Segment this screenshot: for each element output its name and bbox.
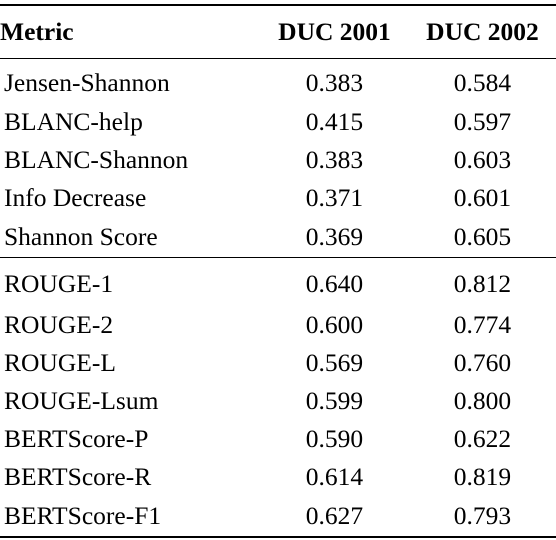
duc-2002-value: 0.584 [453,68,512,97]
metric-cell: Info Decrease [4,183,147,212]
table-row: BERTScore-P 0.590 0.622 [0,420,556,458]
metric-cell: Shannon Score [0,217,260,258]
metric-cell: BLANC-Shannon [4,145,189,174]
duc-2001-value: 0.599 [305,386,364,415]
duc-2002-value: 0.605 [408,217,556,258]
duc-2002-value: 0.622 [453,424,512,453]
table-row: Jensen-Shannon 0.383 0.584 [0,59,556,104]
header-duc-2002: DUC 2002 [408,4,556,59]
table-group-reference-metrics: ROUGE-1 0.640 0.812 ROUGE-2 0.600 0.774 ROUGE-… [0,258,556,538]
table-row: ROUGE-2 0.600 0.774 [0,306,556,344]
duc-2001-value: 0.569 [305,348,364,377]
table-row: ROUGE-Lsum 0.599 0.800 [0,382,556,420]
table-group-information-metrics: Jensen-Shannon 0.383 0.584 BLANC-help 0.415 0… [0,59,556,258]
metric-cell: ROUGE-Lsum [4,386,159,415]
metric-cell: ROUGE-L [4,348,116,377]
table-row: BLANC-Shannon 0.383 0.603 [0,141,556,179]
table-row: Info Decrease 0.371 0.601 [0,179,556,217]
duc-2002-value: 0.774 [453,310,512,339]
duc-2002-value: 0.603 [453,145,512,174]
table-row: BERTScore-F1 0.627 0.793 [0,496,556,538]
duc-2001-value: 0.383 [305,68,364,97]
header-row: Metric DUC 2001 DUC 2002 [0,4,556,59]
table-row: Shannon Score 0.369 0.605 [0,217,556,258]
header-duc-2001: DUC 2001 [259,4,409,59]
duc-2002-value: 0.793 [408,496,556,538]
duc-2001-value: 0.627 [259,496,409,538]
metric-cell: Jensen-Shannon [4,68,170,97]
metric-cell: ROUGE-2 [4,310,114,339]
duc-2002-value: 0.812 [453,269,512,298]
duc-2002-value: 0.760 [453,348,512,377]
table-header: Metric DUC 2001 DUC 2002 [0,4,556,59]
metric-cell: ROUGE-1 [4,269,114,298]
metric-cell: BERTScore-R [4,462,152,491]
header-metric: Metric [0,4,260,59]
table-row: BLANC-help 0.415 0.597 [0,103,556,141]
metric-cell: BLANC-help [4,107,143,136]
duc-2002-value: 0.800 [453,386,512,415]
duc-2001-value: 0.415 [305,107,364,136]
metric-cell: BERTScore-P [4,424,149,453]
table-row: BERTScore-R 0.614 0.819 [0,458,556,496]
duc-2001-value: 0.614 [305,462,364,491]
table-row: ROUGE-1 0.640 0.812 [0,258,556,307]
table-row: ROUGE-L 0.569 0.760 [0,344,556,382]
metric-cell: BERTScore-F1 [0,496,260,538]
duc-2001-value: 0.600 [305,310,364,339]
duc-2002-value: 0.819 [453,462,512,491]
duc-2002-value: 0.597 [453,107,512,136]
duc-2001-value: 0.640 [305,269,364,298]
metric-correlation-table: Metric DUC 2001 DUC 2002 Jensen-Shannon 0… [0,4,556,538]
duc-2001-value: 0.383 [305,145,364,174]
duc-2001-value: 0.371 [305,183,364,212]
duc-2001-value: 0.369 [259,217,409,258]
duc-2001-value: 0.590 [305,424,364,453]
duc-2002-value: 0.601 [453,183,512,212]
